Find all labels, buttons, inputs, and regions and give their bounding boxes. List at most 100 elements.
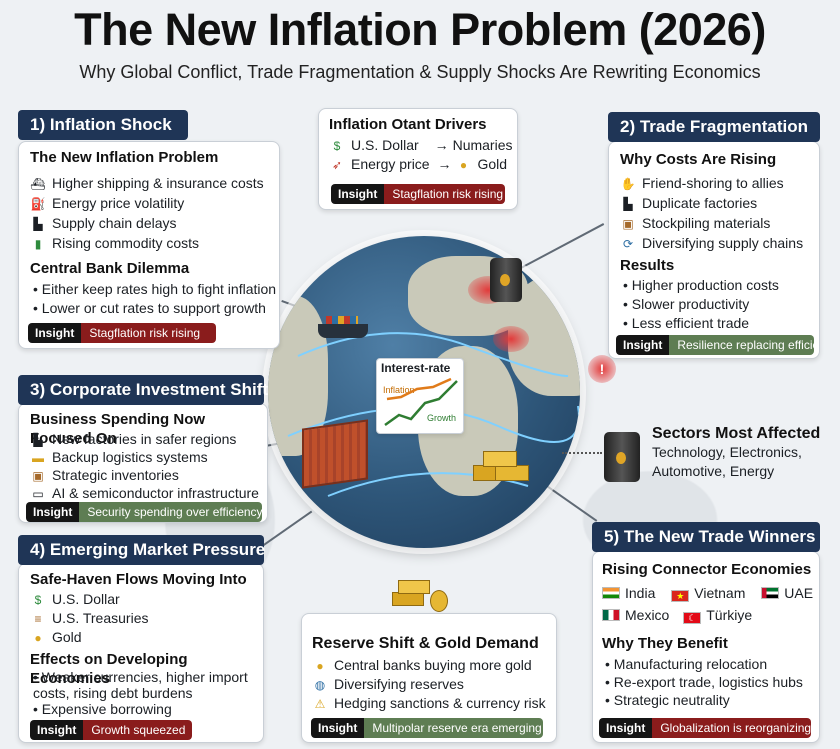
- page-subtitle: Why Global Conflict, Trade Fragmentation…: [79, 62, 761, 82]
- list-item: ● Gold: [30, 628, 148, 647]
- list-item: Weaker currencies, higher import: [33, 669, 248, 685]
- list-item: Manufacturing relocation: [605, 655, 803, 673]
- truck-icon: ▬: [32, 451, 44, 465]
- fuel-pump-icon: ⛽: [30, 197, 46, 211]
- gold-coins-icon: [392, 580, 452, 616]
- list-item: ▙ Duplicate factories: [620, 194, 803, 214]
- section-header: 1) Inflation Shock: [18, 110, 188, 140]
- corporate-investment-card: Business Spending Now Focused On ▙ New fa…: [18, 403, 268, 523]
- list-item: ▣ Strategic inventories: [30, 467, 259, 485]
- section-header: 5) The New Trade Winners: [592, 522, 820, 552]
- list-item: Expensive borrowing: [33, 701, 248, 717]
- insight-badge: Insight Security spending over efficiency: [26, 502, 262, 522]
- inflation-shock-card: The New Inflation Problem ⛴ Higher shippi…: [18, 141, 280, 349]
- sectors-affected-block: Sectors Most Affected Technology, Electr…: [652, 424, 820, 481]
- turkiye-flag-icon: ☾: [683, 612, 702, 624]
- handshake-icon: ✋: [620, 177, 636, 191]
- list-item: ▙ Supply chain delays: [30, 214, 264, 234]
- section-subheading: Why Costs Are Rising: [620, 151, 777, 168]
- list-item: $ U.S. Dollar: [30, 590, 148, 609]
- chart-trend-icon: [384, 377, 458, 427]
- insight-badge: Insight Stagflation risk rising: [331, 184, 505, 204]
- dotted-connector: [562, 452, 602, 454]
- cash-icon: $: [333, 139, 341, 153]
- list-item: ▭ AI & semiconductor infrastructure: [30, 485, 259, 503]
- medal-icon: ●: [34, 631, 42, 645]
- driver-row: ➶ Energy price → ● Gold: [329, 155, 507, 175]
- warning-icon: ⚠: [314, 697, 326, 711]
- oil-barrel-icon: [604, 432, 640, 482]
- factory-icon: ▙: [33, 217, 43, 231]
- box-icon: ▣: [32, 469, 44, 483]
- india-flag-icon: [602, 587, 620, 599]
- arrow-icon: →: [437, 156, 452, 172]
- list-item: Slower productivity: [623, 295, 779, 314]
- country-row: India ★ Vietnam UAE: [602, 584, 813, 603]
- sectors-line: Technology, Electronics,: [652, 444, 802, 460]
- section-header: 3) Corporate Investment Shift: [18, 375, 268, 405]
- page-title: The New Inflation Problem (2026): [74, 4, 766, 55]
- laptop-icon: ▭: [32, 487, 44, 501]
- list-item: ✋ Friend-shoring to allies: [620, 174, 803, 194]
- reserve-heading: Reserve Shift & Gold Demand: [312, 635, 539, 652]
- box-icon: ▣: [622, 217, 634, 231]
- oil-barrel-icon: [490, 258, 522, 302]
- insight-badge: Insight Growth squeezed: [30, 720, 192, 740]
- list-item: Higher production costs: [623, 276, 779, 295]
- mexico-flag-icon: [602, 609, 620, 621]
- factory-icon: ▙: [33, 433, 43, 447]
- section-subheading: The New Inflation Problem: [30, 149, 219, 166]
- list-item: ⚠ Hedging sanctions & currency risk: [312, 694, 546, 713]
- list-item: ▮ Rising commodity costs: [30, 234, 264, 254]
- list-item: Lower or cut rates to support growth: [33, 299, 276, 318]
- money-bag-icon: ●: [459, 158, 468, 172]
- chart-label-inflation: Inflation: [383, 385, 415, 395]
- factory-icon: ▙: [623, 197, 633, 211]
- reserve-shift-card: Reserve Shift & Gold Demand ● Central ban…: [301, 613, 557, 743]
- ship-icon: ⛴: [30, 177, 46, 191]
- cash-icon: $: [34, 593, 42, 607]
- medal-icon: ●: [316, 659, 324, 673]
- section-subheading: Business Spending Now Focused On: [30, 411, 206, 447]
- list-item: ◍ Diversifying reserves: [312, 675, 546, 694]
- insight-badge: Insight Globalization is reorganizing: [599, 718, 811, 738]
- list-item: ≡ U.S. Treasuries: [30, 609, 148, 628]
- drivers-heading: Inflation Otant Drivers: [329, 116, 487, 133]
- list-item: ▣ Stockpiling materials: [620, 214, 803, 234]
- section-subheading: Safe-Haven Flows Moving Into: [30, 571, 247, 588]
- list-item: ⛽ Energy price volatility: [30, 194, 264, 214]
- battery-icon: ▮: [34, 237, 42, 251]
- trade-fragmentation-card: Why Costs Are Rising ✋ Friend-shoring to …: [608, 141, 820, 359]
- warning-hotspot-icon: !: [588, 355, 616, 383]
- conflict-hotspot-icon: [493, 326, 529, 352]
- list-item: Less efficient trade: [623, 314, 779, 333]
- sectors-line: Automotive, Energy: [652, 463, 775, 479]
- insight-badge: Insight Multipolar reserve era emerging: [311, 718, 543, 738]
- section-header: 4) Emerging Market Pressure: [18, 535, 265, 565]
- insight-badge: Insight Stagflation risk rising: [28, 323, 216, 343]
- list-item: ▙ New factories in safer regions: [30, 431, 259, 449]
- uae-flag-icon: [761, 587, 780, 599]
- list-item-continuation: costs, rising debt burdens: [33, 685, 193, 701]
- shipping-container-icon: [302, 419, 368, 489]
- list-item: Either keep rates high to fight inflatio…: [33, 280, 276, 299]
- list-item: Re-export trade, logistics hubs: [605, 673, 803, 691]
- emerging-market-card: Safe-Haven Flows Moving Into $ U.S. Dolla…: [18, 563, 264, 743]
- inflation-drivers-card: Inflation Otant Drivers $ U.S. Dollar → Nu…: [318, 108, 518, 210]
- chart-label-growth: Growth: [427, 413, 457, 423]
- cargo-ship-icon: [318, 316, 368, 338]
- sectors-heading: Sectors Most Affected: [652, 425, 821, 442]
- section-subheading: Central Bank Dilemma: [30, 260, 190, 277]
- rocket-icon: ➶: [331, 158, 343, 172]
- section-subheading: Rising Connector Economies: [602, 561, 812, 578]
- section-subheading: Why They Benefit: [602, 635, 728, 652]
- scroll-icon: ≡: [34, 612, 42, 626]
- gold-bars-icon: [473, 451, 533, 485]
- list-item: ⟳ Diversifying supply chains: [620, 234, 803, 254]
- section-subheading: Results: [620, 257, 675, 274]
- globe-icon: ◍: [314, 678, 326, 692]
- section-header: 2) Trade Fragmentation: [608, 112, 820, 142]
- list-item: Strategic neutrality: [605, 691, 803, 709]
- list-item: ● Central banks buying more gold: [312, 656, 546, 675]
